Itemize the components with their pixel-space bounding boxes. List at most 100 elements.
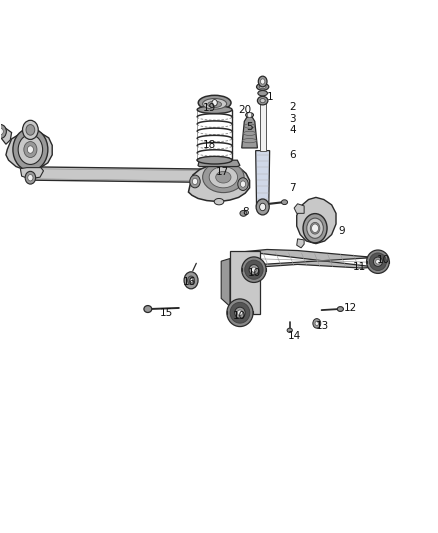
Ellipse shape [246,112,254,117]
Text: 10: 10 [248,269,261,278]
Circle shape [238,177,248,190]
Text: 11: 11 [353,262,366,271]
Ellipse shape [235,307,245,318]
Ellipse shape [203,99,226,109]
Polygon shape [230,251,261,314]
Ellipse shape [310,222,320,234]
Circle shape [26,125,35,135]
Circle shape [189,278,193,282]
Ellipse shape [258,91,268,96]
Circle shape [311,224,318,232]
Polygon shape [297,239,304,248]
Text: 1: 1 [267,92,274,102]
Circle shape [190,175,200,188]
Circle shape [18,135,42,165]
Text: 18: 18 [203,140,216,150]
Circle shape [258,76,267,87]
Ellipse shape [242,257,266,282]
Polygon shape [0,127,12,144]
Text: 7: 7 [289,183,296,193]
Circle shape [212,100,217,106]
Polygon shape [294,204,304,213]
Ellipse shape [214,198,224,205]
Text: 19: 19 [203,103,216,113]
Ellipse shape [208,101,222,108]
Polygon shape [198,160,240,166]
Circle shape [25,171,35,184]
Ellipse shape [337,306,343,311]
Text: 10: 10 [233,311,246,321]
Ellipse shape [197,156,232,164]
Circle shape [313,319,321,328]
Ellipse shape [287,328,292,333]
Text: 4: 4 [289,125,296,135]
Polygon shape [245,249,375,268]
Ellipse shape [303,214,327,243]
Circle shape [13,128,48,171]
Ellipse shape [243,139,257,143]
Text: 16: 16 [183,278,196,287]
Ellipse shape [244,124,255,128]
Ellipse shape [259,85,266,88]
Polygon shape [297,197,336,244]
Circle shape [247,112,252,118]
Text: 13: 13 [315,321,328,331]
Text: 12: 12 [343,303,357,313]
Circle shape [192,178,198,184]
Ellipse shape [251,267,256,272]
Circle shape [260,203,266,211]
Circle shape [187,276,194,285]
Ellipse shape [307,218,323,238]
Circle shape [261,79,265,84]
Circle shape [27,146,33,154]
Text: 3: 3 [289,114,296,124]
Circle shape [240,181,246,187]
Ellipse shape [203,162,244,192]
Polygon shape [188,165,250,201]
Circle shape [0,125,7,139]
Ellipse shape [209,166,237,188]
Polygon shape [242,117,258,148]
Text: 2: 2 [289,102,296,112]
Text: 9: 9 [338,227,345,237]
Circle shape [0,128,4,135]
Text: 14: 14 [287,330,301,341]
Ellipse shape [282,200,288,205]
Circle shape [24,142,37,158]
Circle shape [22,120,38,140]
Polygon shape [6,131,52,169]
Ellipse shape [245,260,263,279]
Ellipse shape [373,257,382,266]
Ellipse shape [369,253,386,270]
Circle shape [256,199,269,215]
Ellipse shape [367,250,389,273]
Ellipse shape [258,96,268,105]
Circle shape [184,272,198,289]
Circle shape [315,321,318,326]
Text: 17: 17 [216,167,229,177]
Polygon shape [256,151,270,207]
Ellipse shape [260,99,265,103]
Text: 20: 20 [239,104,252,115]
Polygon shape [20,167,43,179]
Ellipse shape [198,95,231,110]
Ellipse shape [240,211,247,216]
Ellipse shape [144,305,152,312]
Ellipse shape [249,264,259,275]
Ellipse shape [257,83,269,90]
Polygon shape [221,259,230,306]
Ellipse shape [216,171,231,183]
Ellipse shape [376,260,380,264]
Circle shape [28,174,33,181]
Ellipse shape [244,131,256,135]
Ellipse shape [227,299,253,327]
Text: 6: 6 [289,150,296,160]
Ellipse shape [197,106,232,114]
Text: 15: 15 [160,308,173,318]
Polygon shape [29,167,239,183]
Polygon shape [260,102,266,151]
Text: 5: 5 [246,122,253,132]
Text: 10: 10 [377,255,390,265]
Ellipse shape [237,310,243,316]
Ellipse shape [230,302,250,323]
